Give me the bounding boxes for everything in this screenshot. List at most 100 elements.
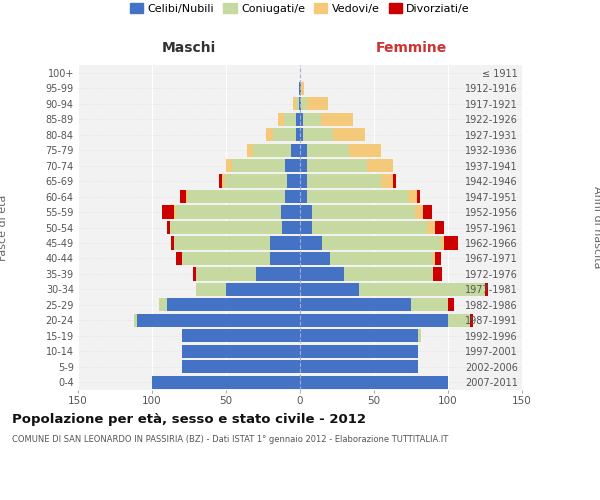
Bar: [300, 128, 303, 141]
Bar: [300, 206, 312, 218]
Bar: [299, 82, 300, 95]
Bar: [307, 97, 328, 110]
Bar: [182, 330, 300, 342]
Bar: [284, 112, 296, 126]
Bar: [417, 190, 420, 203]
Bar: [182, 344, 300, 358]
Text: Fasce di età: Fasce di età: [0, 194, 8, 260]
Bar: [300, 112, 303, 126]
Bar: [300, 298, 411, 312]
Bar: [344, 268, 433, 280]
Bar: [174, 236, 271, 250]
Bar: [303, 128, 332, 141]
Bar: [296, 97, 299, 110]
Bar: [167, 221, 170, 234]
Bar: [218, 174, 221, 188]
Bar: [307, 174, 382, 188]
Bar: [163, 206, 174, 218]
Bar: [134, 314, 137, 327]
Bar: [182, 252, 271, 265]
Text: Femmine: Femmine: [376, 41, 446, 55]
Bar: [285, 190, 300, 203]
Bar: [485, 283, 488, 296]
Bar: [300, 190, 307, 203]
Bar: [226, 283, 300, 296]
Bar: [300, 283, 359, 296]
Bar: [174, 206, 176, 218]
Bar: [186, 190, 188, 203]
Bar: [303, 112, 321, 126]
Bar: [448, 314, 470, 327]
Bar: [300, 360, 418, 374]
Bar: [332, 128, 365, 141]
Bar: [312, 206, 415, 218]
Bar: [423, 206, 432, 218]
Bar: [271, 236, 300, 250]
Bar: [393, 174, 396, 188]
Bar: [434, 221, 443, 234]
Bar: [171, 236, 174, 250]
Bar: [278, 112, 284, 126]
Bar: [433, 268, 442, 280]
Bar: [300, 82, 301, 95]
Bar: [274, 128, 296, 141]
Bar: [176, 252, 182, 265]
Bar: [152, 376, 300, 389]
Bar: [300, 376, 448, 389]
Bar: [224, 174, 287, 188]
Bar: [312, 221, 427, 234]
Bar: [418, 330, 421, 342]
Bar: [359, 283, 485, 296]
Bar: [282, 221, 300, 234]
Bar: [182, 360, 300, 374]
Text: Maschi: Maschi: [162, 41, 216, 55]
Bar: [300, 330, 418, 342]
Bar: [307, 159, 367, 172]
Bar: [301, 82, 304, 95]
Bar: [307, 144, 349, 156]
Bar: [226, 159, 232, 172]
Bar: [434, 252, 440, 265]
Bar: [196, 268, 256, 280]
Text: Popolazione per età, sesso e stato civile - 2012: Popolazione per età, sesso e stato civil…: [12, 412, 366, 426]
Bar: [176, 206, 281, 218]
Bar: [300, 221, 312, 234]
Bar: [349, 144, 382, 156]
Bar: [300, 268, 344, 280]
Bar: [266, 128, 274, 141]
Bar: [291, 144, 300, 156]
Text: Anni di nascita: Anni di nascita: [592, 186, 600, 269]
Bar: [232, 159, 285, 172]
Bar: [193, 268, 196, 280]
Bar: [285, 159, 300, 172]
Bar: [300, 159, 307, 172]
Bar: [300, 236, 322, 250]
Bar: [299, 97, 300, 110]
Bar: [160, 298, 167, 312]
Bar: [329, 252, 433, 265]
Bar: [307, 190, 408, 203]
Bar: [287, 174, 300, 188]
Bar: [427, 221, 434, 234]
Bar: [180, 190, 186, 203]
Text: COMUNE DI SAN LEONARDO IN PASSIRIA (BZ) - Dati ISTAT 1° gennaio 2012 - Elaborazi: COMUNE DI SAN LEONARDO IN PASSIRIA (BZ) …: [12, 435, 448, 444]
Bar: [448, 298, 454, 312]
Bar: [301, 97, 307, 110]
Bar: [300, 252, 329, 265]
Bar: [281, 206, 300, 218]
Bar: [300, 144, 307, 156]
Bar: [300, 174, 307, 188]
Bar: [293, 97, 296, 110]
Bar: [415, 206, 423, 218]
Bar: [253, 144, 291, 156]
Bar: [321, 112, 353, 126]
Legend: Celibi/Nubili, Coniugati/e, Vedovi/e, Divorziati/e: Celibi/Nubili, Coniugati/e, Vedovi/e, Di…: [125, 0, 475, 18]
Bar: [247, 144, 253, 156]
Bar: [433, 252, 434, 265]
Bar: [322, 236, 440, 250]
Bar: [411, 298, 448, 312]
Bar: [256, 268, 300, 280]
Bar: [296, 112, 300, 126]
Bar: [470, 314, 473, 327]
Bar: [137, 314, 300, 327]
